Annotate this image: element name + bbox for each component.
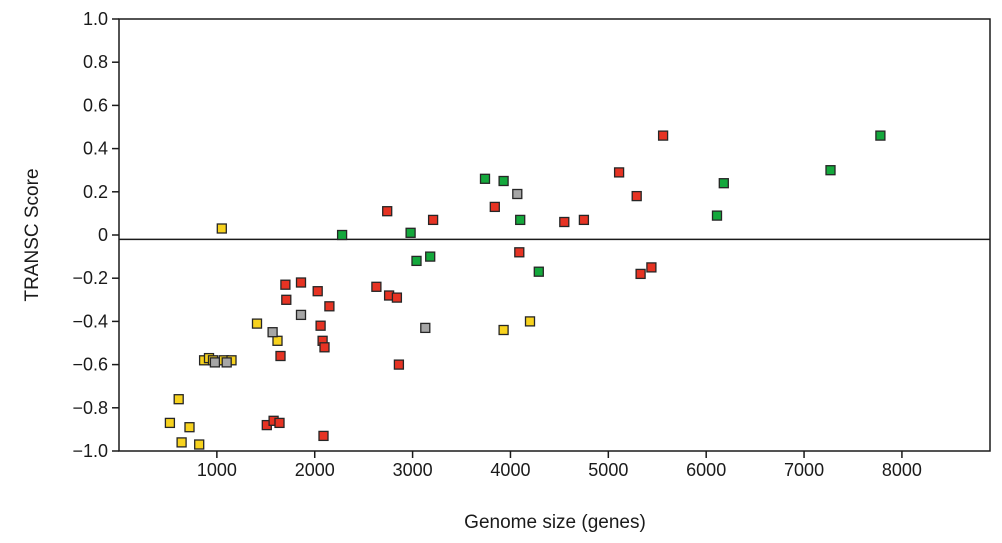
- point-red: [559, 216, 570, 228]
- point-red: [315, 320, 326, 331]
- y-tick-label: −0.8: [72, 398, 108, 418]
- point-green: [479, 173, 491, 184]
- y-tick-label: −0.4: [72, 311, 108, 331]
- point-yellow: [498, 324, 509, 336]
- point-yellow: [524, 316, 536, 327]
- point-red: [631, 190, 642, 202]
- point-red: [281, 294, 292, 305]
- point-red: [312, 286, 323, 297]
- point-yellow: [173, 394, 184, 405]
- point-gray: [267, 327, 278, 338]
- point-red: [382, 206, 393, 217]
- point-red: [280, 279, 291, 290]
- point-yellow: [216, 223, 227, 234]
- point-gray: [221, 357, 232, 368]
- point-gray: [209, 357, 221, 368]
- point-yellow: [194, 439, 205, 450]
- point-red: [371, 281, 382, 292]
- point-red: [275, 350, 286, 362]
- point-yellow: [251, 318, 263, 329]
- y-tick-label: −1.0: [72, 441, 108, 461]
- point-green: [411, 255, 422, 267]
- point-yellow: [272, 335, 283, 346]
- y-axis: 1.0 0.8 0.6 0.4 0.2 0 −0.2 −0.4 −0.6 −0.8 −1.0: [72, 9, 119, 461]
- point-green: [718, 178, 729, 189]
- point-green: [533, 266, 544, 277]
- y-tick-label: 1.0: [83, 9, 108, 29]
- point-green: [336, 229, 348, 241]
- point-gray: [512, 188, 523, 200]
- point-red: [318, 430, 329, 442]
- point-yellow: [176, 437, 187, 448]
- point-green: [405, 227, 416, 238]
- y-tick-label: −0.2: [72, 268, 108, 288]
- point-green: [875, 130, 886, 141]
- point-red: [295, 277, 307, 288]
- point-red: [274, 417, 285, 429]
- point-red: [319, 342, 330, 353]
- x-tick-label: 3000: [393, 460, 433, 480]
- point-gray: [295, 309, 307, 321]
- point-red: [657, 130, 669, 141]
- x-tick-label: 4000: [490, 460, 530, 480]
- point-red: [635, 268, 646, 280]
- plot-frame: [118, 18, 991, 452]
- x-tick-label: 8000: [882, 460, 922, 480]
- point-red: [613, 167, 625, 178]
- y-tick-label: 0.4: [83, 139, 108, 159]
- point-red: [393, 359, 405, 370]
- y-tick-label: 0: [98, 225, 108, 245]
- point-yellow: [184, 422, 195, 433]
- x-axis-title: Genome size (genes): [464, 512, 646, 533]
- point-red: [578, 214, 590, 226]
- point-red: [514, 247, 525, 258]
- point-red: [324, 301, 335, 312]
- y-axis-title: TRANSC Score: [22, 168, 43, 301]
- y-tick-label: −0.6: [72, 355, 108, 375]
- point-red: [489, 201, 500, 213]
- point-green: [825, 165, 836, 176]
- x-tick-label: 1000: [197, 460, 237, 480]
- y-tick-label: 0.2: [83, 182, 108, 202]
- x-tick-label: 2000: [295, 460, 335, 480]
- x-axis: 1000 2000 3000 4000 5000 6000 7000 8000: [197, 451, 922, 480]
- point-yellow: [164, 417, 176, 429]
- point-green: [515, 214, 526, 226]
- x-tick-label: 6000: [686, 460, 726, 480]
- point-red: [427, 214, 439, 226]
- data-points: [164, 130, 886, 450]
- point-red: [391, 292, 403, 303]
- y-tick-label: 0.6: [83, 95, 108, 115]
- point-green: [425, 251, 436, 262]
- point-gray: [420, 322, 431, 334]
- point-green: [498, 175, 509, 187]
- x-tick-label: 7000: [784, 460, 824, 480]
- y-tick-label: 0.8: [83, 52, 108, 72]
- point-red: [646, 262, 657, 273]
- x-tick-label: 5000: [588, 460, 628, 480]
- point-green: [711, 210, 723, 221]
